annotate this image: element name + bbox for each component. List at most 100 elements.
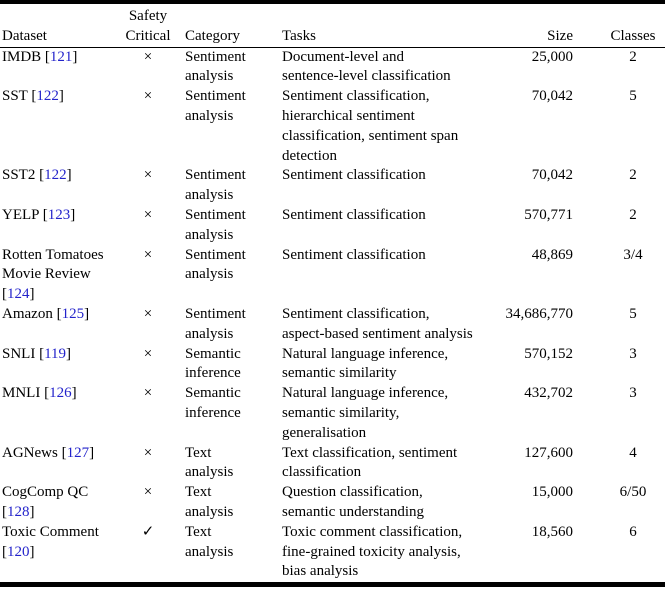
category-line: inference (185, 404, 241, 421)
dataset-name-text: ] (70, 206, 76, 223)
classes-value: 2 (629, 48, 637, 65)
category-cell: Text analysis (173, 483, 280, 523)
task-line: detection (282, 147, 337, 164)
category-line: analysis (185, 68, 234, 85)
table-row: SST2 [122] × Sentiment analysis Sentiment cl… (0, 166, 665, 206)
size-value: 70,042 (531, 88, 573, 105)
classes-value: 2 (629, 206, 637, 223)
classes-value: 6 (629, 523, 637, 540)
header-row-top: Safety (0, 4, 665, 27)
dataset-name-text: ] (66, 345, 72, 362)
task-line: semantic similarity (282, 365, 397, 382)
task-line: Sentiment classification (282, 246, 426, 263)
citation-link[interactable]: 122 (44, 167, 67, 184)
category-cell: Sentiment analysis (173, 166, 280, 206)
tasks-cell: Sentiment classification (280, 166, 500, 206)
category-line: Text (185, 444, 212, 461)
citation-link[interactable]: 126 (49, 385, 72, 402)
dataset-name-text: AGNews [ (2, 444, 67, 461)
table-row: Rotten Tomatoes Movie Review [124] × Sentime… (0, 246, 665, 305)
header-spacer (574, 4, 665, 27)
col-header-safety-line1: Safety (128, 8, 168, 24)
dataset-name-line: CogComp QC (2, 483, 123, 503)
dataset-name-text: Toxic Comment (2, 523, 99, 540)
safety-critical-cell: × (123, 345, 173, 385)
citation-link[interactable]: 128 (7, 503, 30, 520)
size-cell: 70,042 (500, 87, 574, 166)
dataset-name-text: ] (58, 88, 64, 105)
category-line: Semantic (185, 345, 241, 362)
dataset-cell: MNLI [126] (0, 384, 123, 443)
classes-cell: 6 (574, 523, 665, 582)
size-value: 18,560 (531, 523, 573, 540)
dataset-name-line: IMDB [121] (2, 48, 123, 68)
task-line: classification, sentiment span (282, 127, 459, 144)
task-line: Document-level and (282, 48, 405, 65)
size-value: 127,600 (524, 444, 573, 461)
size-cell: 48,869 (500, 246, 574, 305)
dataset-name-line: Movie Review (2, 265, 123, 285)
classes-value: 4 (629, 444, 637, 461)
tasks-cell: Document-level and sentence-level classif… (280, 47, 500, 87)
classes-cell: 3 (574, 384, 665, 443)
category-cell: Sentiment analysis (173, 206, 280, 246)
size-cell: 70,042 (500, 166, 574, 206)
table-top-rule (0, 0, 665, 4)
classes-value: 3/4 (623, 246, 643, 263)
size-cell: 34,686,770 (500, 305, 574, 345)
classes-value: 6/50 (619, 484, 647, 501)
header-spacer (280, 4, 500, 27)
dataset-name-text: ] (29, 543, 35, 560)
category-line: inference (185, 365, 241, 382)
classes-cell: 5 (574, 305, 665, 345)
header-row-bottom: Dataset Critical Category Tasks Size Cla… (0, 26, 665, 48)
dataset-name-text: SST [ (2, 88, 37, 105)
safety-critical-cell: × (123, 384, 173, 443)
citation-link[interactable]: 120 (7, 543, 30, 560)
dataset-name-line: MNLI [126] (2, 384, 123, 404)
dataset-cell: SST2 [122] (0, 166, 123, 206)
size-cell: 18,560 (500, 523, 574, 582)
category-cell: Text analysis (173, 523, 280, 582)
classes-cell: 2 (574, 166, 665, 206)
task-line: Sentiment classification, (282, 88, 430, 105)
tasks-cell: Text classification, sentiment classifica… (280, 444, 500, 484)
citation-link[interactable]: 121 (49, 48, 73, 65)
dataset-name-line: Amazon [125] (2, 305, 123, 325)
citation-link[interactable]: 119 (44, 345, 67, 362)
task-line: Question classification, (282, 484, 423, 501)
safety-critical-mark: × (143, 48, 153, 65)
category-line: analysis (185, 187, 234, 204)
category-line: Sentiment (185, 305, 246, 322)
task-line: Sentiment classification, (282, 305, 430, 322)
dataset-name-text: YELP [ (2, 206, 48, 223)
task-line: Toxic comment classification, (282, 523, 463, 540)
dataset-cell: SST [122] (0, 87, 123, 166)
citation-link[interactable]: 127 (66, 444, 90, 461)
size-value: 48,869 (531, 246, 573, 263)
dataset-name-text: [ (2, 543, 7, 560)
dataset-name-text: Amazon [ (2, 305, 62, 322)
table-header: Safety Dataset Critical Category Tasks S… (0, 4, 665, 48)
citation-link[interactable]: 125 (61, 305, 85, 322)
dataset-cell: AGNews [127] (0, 444, 123, 484)
safety-critical-mark: × (143, 167, 153, 184)
size-value: 432,702 (524, 385, 573, 402)
classes-cell: 3 (574, 345, 665, 385)
dataset-cell: CogComp QC [128] (0, 483, 123, 523)
citation-link[interactable]: 122 (36, 88, 59, 105)
safety-critical-cell: × (123, 444, 173, 484)
citation-link[interactable]: 123 (47, 206, 71, 223)
dataset-cell: Toxic Comment [120] (0, 523, 123, 582)
classes-value: 3 (629, 345, 637, 362)
classes-cell: 2 (574, 47, 665, 87)
dataset-name-line: [128] (2, 503, 123, 523)
citation-link[interactable]: 124 (7, 286, 30, 303)
dataset-name-line: [120] (2, 543, 123, 563)
dataset-name-text: SNLI [ (2, 345, 45, 362)
dataset-name-text: ] (29, 286, 35, 303)
category-line: analysis (185, 503, 234, 520)
tasks-cell: Toxic comment classification, fine-graine… (280, 523, 500, 582)
dataset-name-text: MNLI [ (2, 385, 50, 402)
